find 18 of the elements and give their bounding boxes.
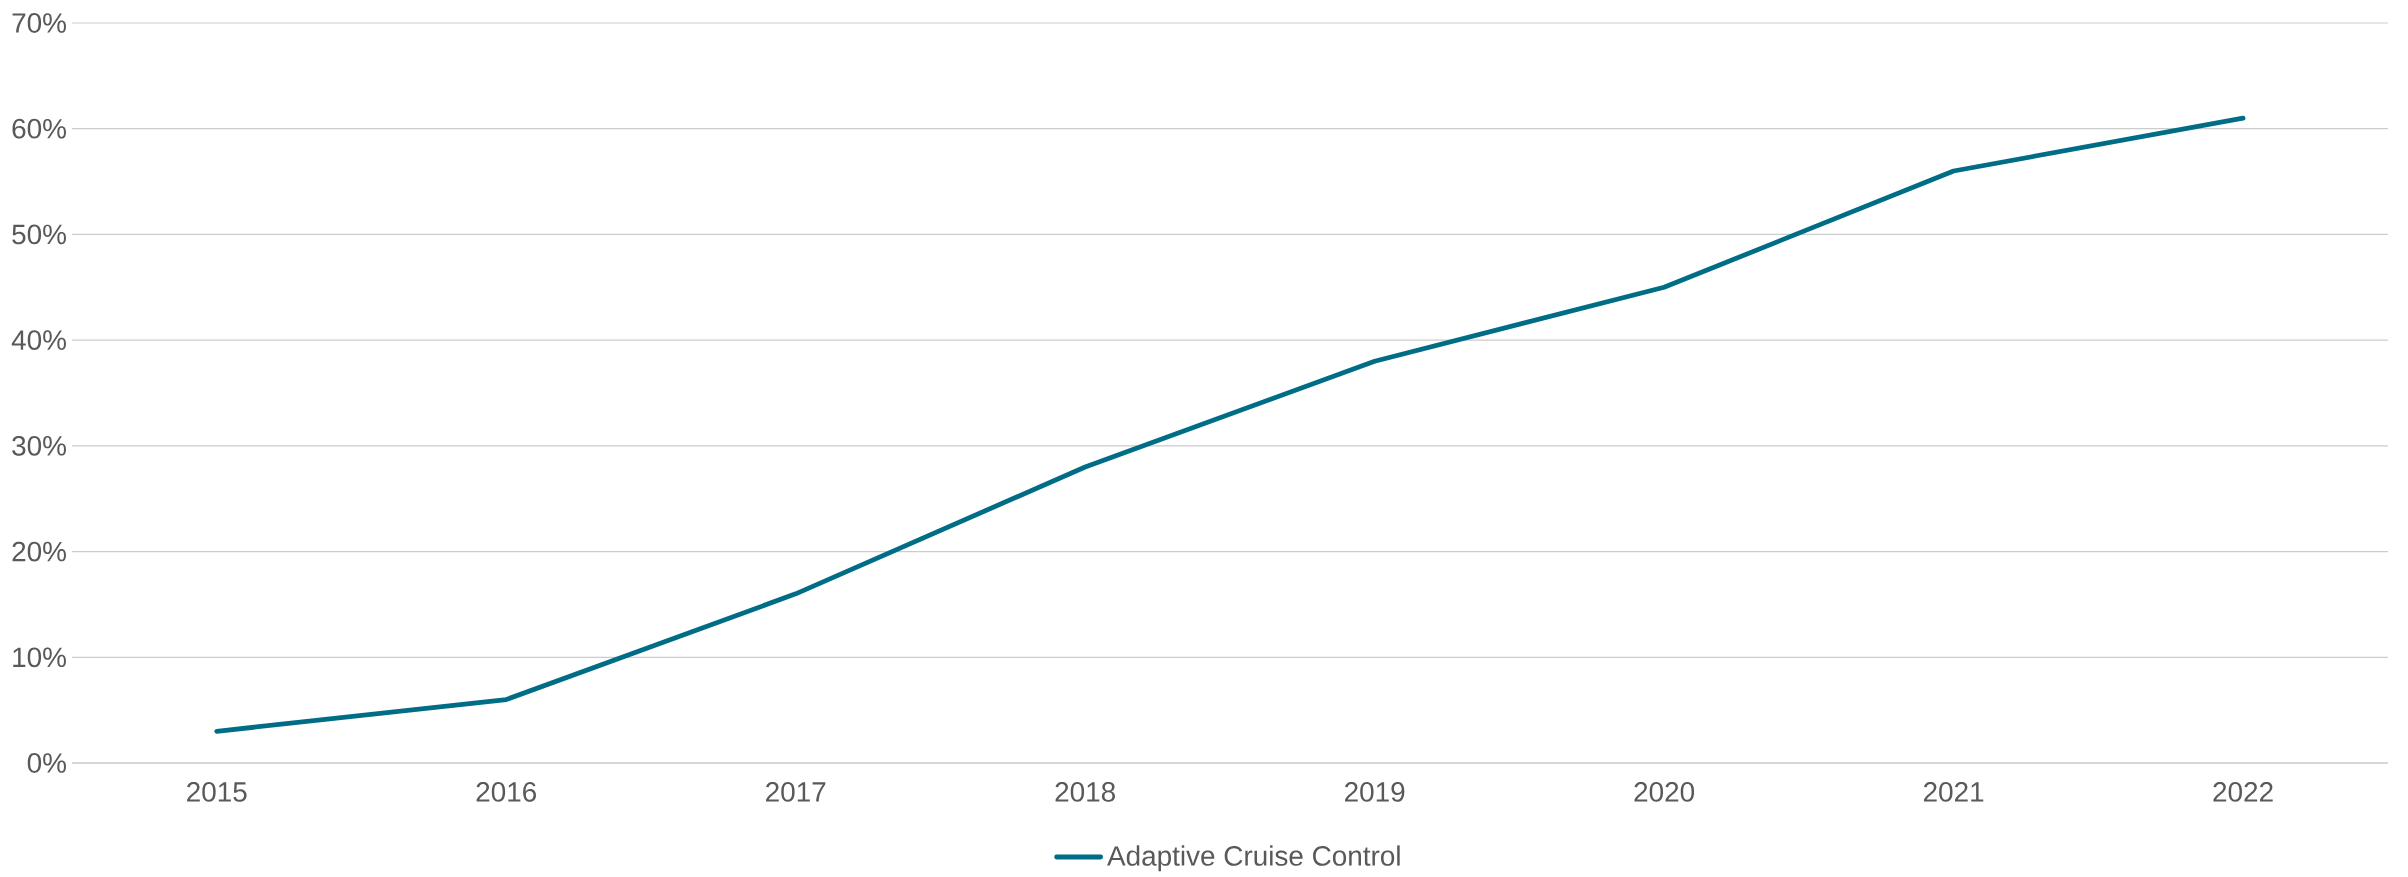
y-tick-label: 40% (11, 330, 66, 351)
x-tick-label: 2017 (766, 782, 826, 802)
x-tick-label: 2021 (1923, 782, 1984, 802)
y-tick-label: 70% (12, 13, 66, 33)
x-tick-label: 2016 (476, 782, 536, 802)
y-tick-label: 20% (12, 541, 66, 562)
line-series (214, 115, 2246, 734)
x-tick-label: 2018 (1055, 782, 1115, 802)
y-tick-label: 10% (13, 647, 66, 668)
y-tick-label: 30% (12, 435, 66, 456)
legend-label: Adaptive Cruise Control (1107, 845, 1400, 872)
x-tick-label: 2020 (1634, 782, 1695, 802)
x-tick-label: 2015 (187, 782, 247, 802)
y-tick-label: 0% (27, 753, 66, 773)
x-tick-label: 2019 (1345, 782, 1405, 802)
y-tick-label: 50% (12, 224, 66, 245)
x-tick-label: 2022 (2213, 782, 2273, 802)
y-tick-label: 60% (12, 118, 66, 139)
